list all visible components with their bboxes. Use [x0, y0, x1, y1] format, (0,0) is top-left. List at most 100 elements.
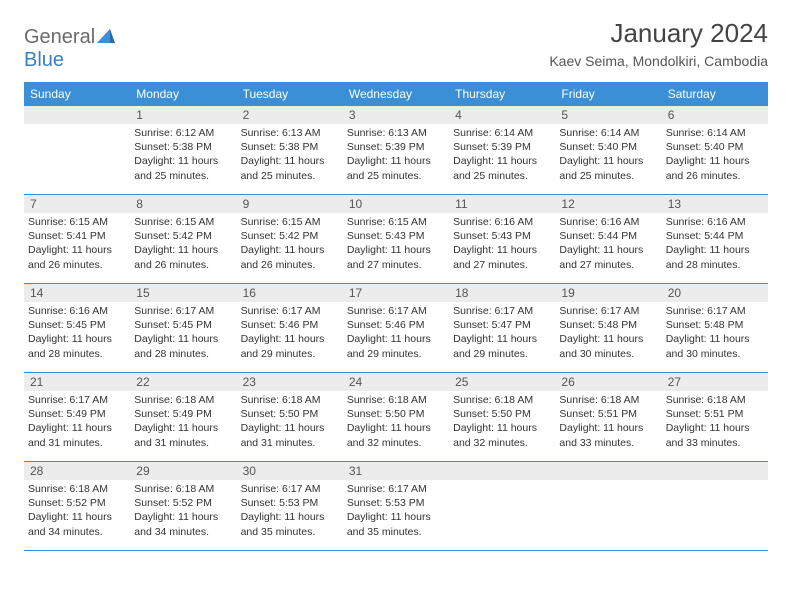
day-info-line: and 25 minutes. [347, 169, 445, 183]
day-info: Sunrise: 6:18 AMSunset: 5:52 PMDaylight:… [130, 480, 236, 543]
day-info-line: and 25 minutes. [559, 169, 657, 183]
day-cell [449, 462, 555, 550]
day-info-line: Sunrise: 6:18 AM [134, 482, 232, 496]
day-info-line: Sunset: 5:41 PM [28, 229, 126, 243]
day-cell: 5Sunrise: 6:14 AMSunset: 5:40 PMDaylight… [555, 106, 661, 194]
day-info-line: and 27 minutes. [453, 258, 551, 272]
day-info-line: Sunset: 5:39 PM [347, 140, 445, 154]
day-info-line: Daylight: 11 hours [28, 332, 126, 346]
day-cell: 4Sunrise: 6:14 AMSunset: 5:39 PMDaylight… [449, 106, 555, 194]
day-info-line: Sunset: 5:49 PM [134, 407, 232, 421]
day-cell: 15Sunrise: 6:17 AMSunset: 5:45 PMDayligh… [130, 284, 236, 372]
day-info-line: Sunset: 5:48 PM [559, 318, 657, 332]
day-info-line: and 30 minutes. [666, 347, 764, 361]
day-info-line: and 29 minutes. [347, 347, 445, 361]
day-number: 29 [130, 462, 236, 480]
day-number: 14 [24, 284, 130, 302]
day-info: Sunrise: 6:17 AMSunset: 5:46 PMDaylight:… [237, 302, 343, 365]
day-info-line: Sunset: 5:48 PM [666, 318, 764, 332]
day-info: Sunrise: 6:17 AMSunset: 5:47 PMDaylight:… [449, 302, 555, 365]
day-cell: 19Sunrise: 6:17 AMSunset: 5:48 PMDayligh… [555, 284, 661, 372]
day-info-line: Sunrise: 6:14 AM [453, 126, 551, 140]
day-info-line: Sunset: 5:46 PM [241, 318, 339, 332]
day-info-line: Daylight: 11 hours [666, 421, 764, 435]
day-info-line: Sunrise: 6:17 AM [347, 304, 445, 318]
day-number: 16 [237, 284, 343, 302]
day-number: 5 [555, 106, 661, 124]
day-info-line: Sunset: 5:50 PM [453, 407, 551, 421]
day-info-line: Sunrise: 6:17 AM [134, 304, 232, 318]
day-number: 6 [662, 106, 768, 124]
day-info-line: Daylight: 11 hours [134, 243, 232, 257]
day-info-line: Daylight: 11 hours [241, 510, 339, 524]
day-info-line: Daylight: 11 hours [241, 421, 339, 435]
day-number: 3 [343, 106, 449, 124]
day-info-line: and 29 minutes. [241, 347, 339, 361]
day-cell [24, 106, 130, 194]
day-info-line: Daylight: 11 hours [666, 243, 764, 257]
day-info: Sunrise: 6:16 AMSunset: 5:45 PMDaylight:… [24, 302, 130, 365]
day-info-line: Sunrise: 6:18 AM [241, 393, 339, 407]
day-number [662, 462, 768, 480]
logo: General Blue [24, 18, 115, 72]
day-info: Sunrise: 6:18 AMSunset: 5:51 PMDaylight:… [555, 391, 661, 454]
day-info-line: Daylight: 11 hours [666, 154, 764, 168]
day-number: 4 [449, 106, 555, 124]
day-info-line: Sunrise: 6:18 AM [453, 393, 551, 407]
day-info-line: Sunrise: 6:17 AM [666, 304, 764, 318]
day-info-line: Sunset: 5:46 PM [347, 318, 445, 332]
day-info: Sunrise: 6:18 AMSunset: 5:52 PMDaylight:… [24, 480, 130, 543]
day-number: 17 [343, 284, 449, 302]
day-cell: 25Sunrise: 6:18 AMSunset: 5:50 PMDayligh… [449, 373, 555, 461]
day-info: Sunrise: 6:13 AMSunset: 5:39 PMDaylight:… [343, 124, 449, 187]
day-info-line: Sunrise: 6:16 AM [453, 215, 551, 229]
day-number: 24 [343, 373, 449, 391]
day-info-line: Sunset: 5:51 PM [559, 407, 657, 421]
dayheader: Tuesday [237, 82, 343, 106]
day-info-line: Sunset: 5:42 PM [241, 229, 339, 243]
day-info-line: Sunrise: 6:18 AM [134, 393, 232, 407]
day-cell: 24Sunrise: 6:18 AMSunset: 5:50 PMDayligh… [343, 373, 449, 461]
day-number: 22 [130, 373, 236, 391]
dayheader: Friday [555, 82, 661, 106]
day-cell: 12Sunrise: 6:16 AMSunset: 5:44 PMDayligh… [555, 195, 661, 283]
day-info-line: Sunrise: 6:14 AM [559, 126, 657, 140]
day-info-line: Sunset: 5:45 PM [28, 318, 126, 332]
day-info-line: and 33 minutes. [559, 436, 657, 450]
day-info-line: Sunset: 5:53 PM [241, 496, 339, 510]
day-info-line: Daylight: 11 hours [347, 332, 445, 346]
day-info-line: Daylight: 11 hours [241, 154, 339, 168]
day-info-line: and 31 minutes. [134, 436, 232, 450]
day-number: 18 [449, 284, 555, 302]
day-info-line: Sunset: 5:52 PM [28, 496, 126, 510]
day-cell: 30Sunrise: 6:17 AMSunset: 5:53 PMDayligh… [237, 462, 343, 550]
day-info: Sunrise: 6:12 AMSunset: 5:38 PMDaylight:… [130, 124, 236, 187]
dayheader-row: Sunday Monday Tuesday Wednesday Thursday… [24, 82, 768, 106]
day-info-line: Daylight: 11 hours [666, 332, 764, 346]
day-info-line: Daylight: 11 hours [453, 243, 551, 257]
day-info-line: Daylight: 11 hours [134, 332, 232, 346]
day-number: 12 [555, 195, 661, 213]
day-info-line: Sunset: 5:45 PM [134, 318, 232, 332]
day-cell: 18Sunrise: 6:17 AMSunset: 5:47 PMDayligh… [449, 284, 555, 372]
day-cell: 23Sunrise: 6:18 AMSunset: 5:50 PMDayligh… [237, 373, 343, 461]
day-info-line: Sunset: 5:53 PM [347, 496, 445, 510]
day-info-line: Daylight: 11 hours [28, 510, 126, 524]
day-number: 26 [555, 373, 661, 391]
day-info-line: Daylight: 11 hours [134, 510, 232, 524]
day-info: Sunrise: 6:14 AMSunset: 5:40 PMDaylight:… [555, 124, 661, 187]
day-info-line: Daylight: 11 hours [134, 421, 232, 435]
day-info: Sunrise: 6:15 AMSunset: 5:43 PMDaylight:… [343, 213, 449, 276]
day-info-line: and 28 minutes. [134, 347, 232, 361]
day-info-line: and 34 minutes. [28, 525, 126, 539]
day-cell: 11Sunrise: 6:16 AMSunset: 5:43 PMDayligh… [449, 195, 555, 283]
day-info-line: and 28 minutes. [666, 258, 764, 272]
day-info-line: Sunrise: 6:15 AM [28, 215, 126, 229]
day-info: Sunrise: 6:17 AMSunset: 5:46 PMDaylight:… [343, 302, 449, 365]
day-info-line: Sunset: 5:49 PM [28, 407, 126, 421]
day-info-line: Sunrise: 6:15 AM [347, 215, 445, 229]
day-cell: 20Sunrise: 6:17 AMSunset: 5:48 PMDayligh… [662, 284, 768, 372]
day-info: Sunrise: 6:18 AMSunset: 5:51 PMDaylight:… [662, 391, 768, 454]
day-info-line: Daylight: 11 hours [347, 510, 445, 524]
day-info-line: Sunrise: 6:14 AM [666, 126, 764, 140]
